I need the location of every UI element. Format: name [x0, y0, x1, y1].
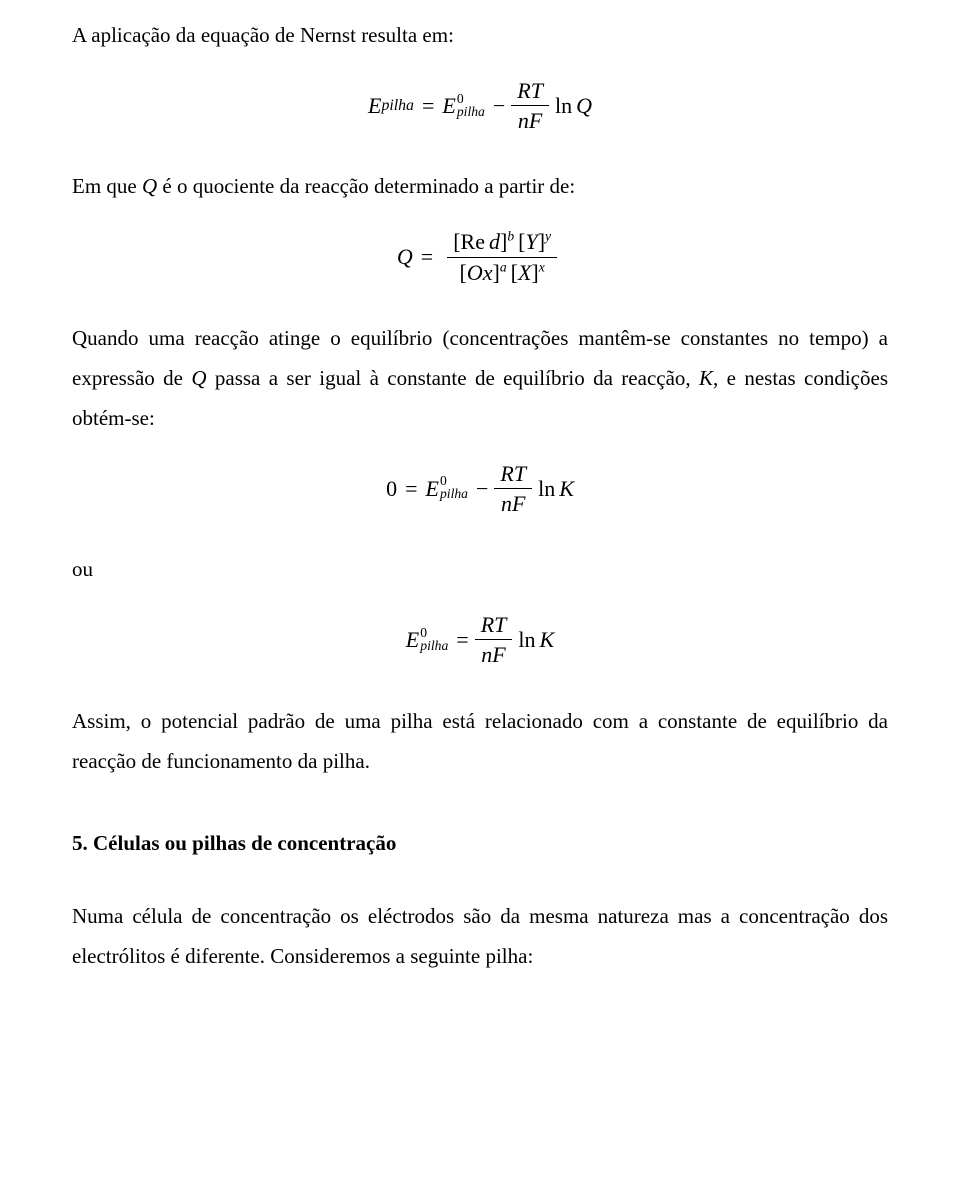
fraction-RT-nF: RT nF	[511, 78, 549, 134]
var-E-rhs: E	[442, 85, 455, 127]
frac-num: RT	[494, 461, 532, 486]
minus-sign: −	[476, 468, 488, 510]
var-E: E	[406, 619, 419, 661]
concentration-cell-paragraph: Numa célula de concentração os eléctrodo…	[72, 897, 888, 977]
text: passa a ser igual à constante de equilíb…	[207, 366, 700, 390]
ou-text: ou	[72, 550, 888, 590]
inline-K: K	[699, 366, 713, 390]
ln: ln	[538, 468, 555, 510]
eq-sign: =	[405, 468, 417, 510]
var-E: E	[426, 468, 439, 510]
frac-num: RT	[475, 612, 513, 637]
sub-pilha-rhs: pilha	[457, 106, 485, 119]
frac-num: [Red]b[Y]y	[447, 229, 557, 254]
sub-pilha: pilha	[420, 640, 448, 653]
frac-den: [Ox]a[X]x	[454, 260, 551, 285]
intro-paragraph: A aplicação da equação de Nernst resulta…	[72, 16, 888, 56]
quotient-paragraph: Em que Q é o quociente da reacção determ…	[72, 167, 888, 207]
eq-sign: =	[421, 236, 433, 278]
frac-den: nF	[512, 108, 548, 133]
frac-num: RT	[511, 78, 549, 103]
minus-sign: −	[493, 85, 505, 127]
eq-sign: =	[456, 619, 468, 661]
section-heading: 5. Células ou pilhas de concentração	[72, 824, 888, 864]
equation-E0-pilha: E0pilha = RT nF ln K	[72, 612, 888, 668]
var-E: E	[368, 85, 381, 127]
ln: ln	[555, 85, 572, 127]
var-Q-lhs: Q	[397, 236, 413, 278]
frac-den: nF	[495, 491, 531, 516]
equation-nernst-pilha: Epilha = E0pilha − RT nF ln Q	[72, 78, 888, 134]
text: Em que	[72, 174, 142, 198]
ln: ln	[518, 619, 535, 661]
equation-zero-equals: 0 = E0pilha − RT nF ln K	[72, 461, 888, 517]
inline-Q: Q	[142, 174, 157, 198]
equilibrium-paragraph: Quando uma reacção atinge o equilíbrio (…	[72, 319, 888, 439]
inline-Q: Q	[191, 366, 206, 390]
var-K: K	[559, 468, 574, 510]
eq-sign: =	[422, 85, 434, 127]
text: é o quociente da reacção determinado a p…	[157, 174, 575, 198]
sub-pilha: pilha	[440, 488, 468, 501]
equation-Q-definition: Q = [Red]b[Y]y [Ox]a[X]x	[72, 229, 888, 285]
zero-lhs: 0	[386, 468, 397, 510]
fraction-RT-nF: RT nF	[494, 461, 532, 517]
fraction-quotient: [Red]b[Y]y [Ox]a[X]x	[447, 229, 557, 285]
var-K: K	[540, 619, 555, 661]
page: A aplicação da equação de Nernst resulta…	[0, 0, 960, 1194]
conclusion-paragraph: Assim, o potencial padrão de uma pilha e…	[72, 702, 888, 782]
fraction-RT-nF: RT nF	[475, 612, 513, 668]
var-Q: Q	[576, 85, 592, 127]
frac-den: nF	[475, 642, 511, 667]
